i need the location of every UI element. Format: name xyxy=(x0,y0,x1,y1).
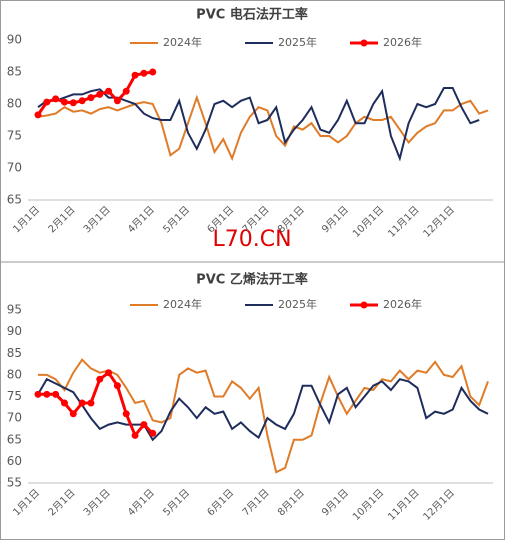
series-marker xyxy=(69,99,77,107)
legend-label: 2025年 xyxy=(278,297,317,311)
series-marker xyxy=(149,429,157,437)
y-tick-label: 75 xyxy=(7,389,22,403)
y-tick-label: 90 xyxy=(7,33,22,47)
series-line xyxy=(38,358,489,474)
series-marker xyxy=(131,431,139,439)
series-marker xyxy=(43,98,51,106)
series-marker xyxy=(113,382,121,390)
series-marker xyxy=(60,399,68,407)
series-line xyxy=(37,87,480,162)
y-tick-label: 90 xyxy=(7,324,22,338)
legend-marker xyxy=(360,39,368,47)
y-tick-label: 70 xyxy=(7,411,22,425)
series-marker xyxy=(87,94,95,102)
series-marker xyxy=(96,90,104,98)
legend-label: 2025年 xyxy=(278,35,317,49)
series-marker xyxy=(34,111,42,119)
y-tick-label: 75 xyxy=(7,129,22,143)
legend-label: 2024年 xyxy=(163,35,202,49)
series-marker xyxy=(122,410,130,418)
series-marker xyxy=(34,390,42,398)
chart-title: PVC 乙烯法开工率 xyxy=(196,272,308,288)
series-marker xyxy=(113,97,121,105)
y-tick-label: 65 xyxy=(7,193,22,207)
series-marker xyxy=(105,87,113,95)
y-tick-label: 60 xyxy=(7,454,22,468)
series-marker xyxy=(131,71,139,79)
series-marker xyxy=(96,375,104,383)
series-marker xyxy=(69,410,77,418)
y-tick-label: 65 xyxy=(7,432,22,446)
series-line xyxy=(37,94,489,162)
legend-label: 2026年 xyxy=(383,297,422,311)
y-tick-label: 70 xyxy=(7,161,22,175)
series-marker xyxy=(87,399,95,407)
series-marker xyxy=(149,68,157,76)
series-marker xyxy=(52,390,60,398)
series-marker xyxy=(122,87,130,95)
y-tick-label: 80 xyxy=(7,97,22,111)
series-line xyxy=(37,377,489,442)
series-marker xyxy=(105,369,113,377)
legend-label: 2026年 xyxy=(383,35,422,49)
series-marker xyxy=(78,97,86,105)
legend-marker xyxy=(360,301,368,309)
legend-label: 2024年 xyxy=(163,297,202,311)
series-marker xyxy=(140,69,148,77)
series-marker xyxy=(140,421,148,429)
chart-title: PVC 电石法开工率 xyxy=(196,7,308,23)
y-tick-label: 55 xyxy=(7,476,22,490)
series-marker xyxy=(78,399,86,407)
series-marker xyxy=(43,390,51,398)
series-marker xyxy=(60,98,68,106)
watermark: L70.CN xyxy=(212,227,291,252)
y-tick-label: 85 xyxy=(7,346,22,360)
y-tick-label: 85 xyxy=(7,65,22,79)
y-tick-label: 95 xyxy=(7,303,22,317)
y-tick-label: 80 xyxy=(7,367,22,381)
series-marker xyxy=(52,95,60,103)
